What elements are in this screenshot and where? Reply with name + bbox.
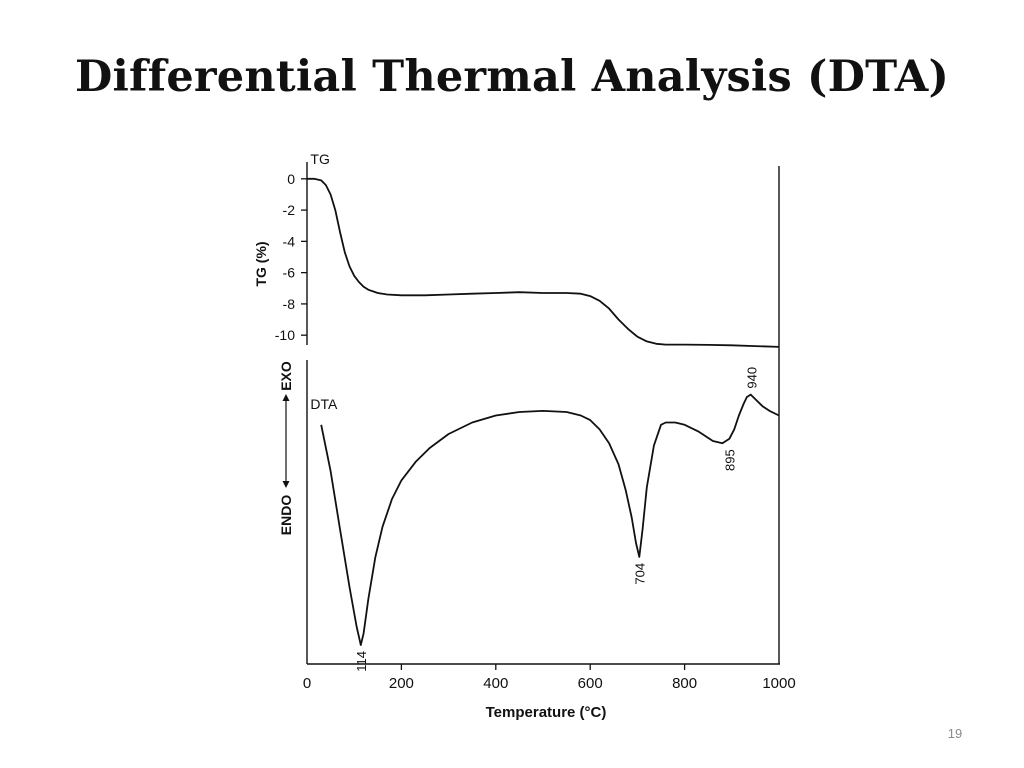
annotation-layer: TG DTA 114 704 895 940 [310, 151, 759, 672]
x-tick-label: 600 [578, 675, 603, 692]
tg-y-tick-label: -6 [283, 265, 296, 281]
tg-y-axis-title: TG (%) [253, 241, 269, 286]
x-tick-label: 1000 [762, 675, 795, 692]
chart-frame [306, 162, 780, 665]
series-layer [307, 177, 780, 646]
x-tick-label: 200 [389, 675, 414, 692]
x-tick-label: 0 [303, 675, 311, 692]
tg-y-tick-label: -8 [283, 296, 296, 312]
annotation-label: 940 [745, 367, 760, 389]
annotation-label: DTA [310, 396, 338, 412]
dta-y-axis: ENDO EXO [278, 361, 294, 535]
slide-title: Differential Thermal Analysis (DTA) [74, 52, 950, 102]
tg-curve [307, 177, 780, 348]
slide-number: 19 [947, 726, 963, 741]
x-tick-label: 800 [672, 675, 697, 692]
dta-endo-label: ENDO [278, 495, 294, 536]
dta-curve [320, 393, 780, 646]
tg-y-tick-label: 0 [287, 171, 295, 187]
annotation-label: 704 [632, 563, 647, 585]
annotation-label: 114 [354, 651, 369, 672]
endo-exo-arrow [282, 394, 290, 488]
x-axis-title: Temperature (°C) [486, 704, 607, 721]
tg-y-tick-label: -2 [283, 202, 296, 218]
tg-y-tick-label: -4 [283, 233, 296, 249]
x-tick-label: 400 [483, 675, 508, 692]
x-axis: Temperature (°C) 0 200 400 600 800 1000 [303, 664, 796, 721]
annotation-label: TG [310, 151, 329, 167]
tg-y-axis: TG (%) 0 -2 -4 -6 -8 -10 [253, 171, 307, 343]
tg-y-tick-label: -10 [275, 327, 295, 343]
dta-exo-label: EXO [278, 361, 294, 391]
annotation-label: 895 [722, 449, 737, 471]
